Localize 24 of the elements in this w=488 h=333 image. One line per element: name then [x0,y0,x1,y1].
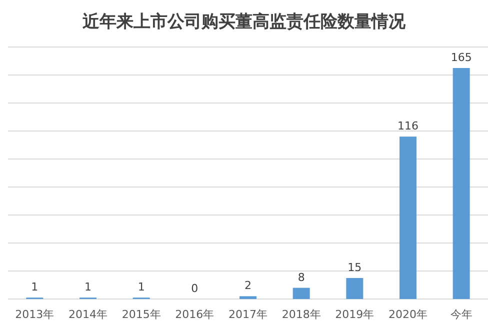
bar [240,296,256,299]
x-tick-label: 2018年 [282,308,321,321]
x-tick-label: 2015年 [122,308,161,321]
data-label: 2 [244,279,252,292]
x-tick-label: 2013年 [15,308,54,321]
x-tick-label: 2019年 [335,308,374,321]
bar [452,68,470,299]
bar [400,136,416,299]
bar [292,288,310,299]
data-label: 116 [398,120,418,133]
data-label: 1 [31,280,38,294]
x-tick-label: 2014年 [68,308,108,321]
x-tick-label: 今年 [450,308,472,321]
x-tick-label: 2020年 [388,308,428,321]
data-label: 165 [450,51,472,64]
bar [346,278,364,299]
data-label: 8 [298,270,305,284]
chart-title: 近年来上市公司购买董高监责任险数量情况 [82,12,406,32]
x-tick-label: 2016年 [175,308,214,321]
data-label: 15 [348,261,362,274]
data-label: 1 [138,280,145,294]
data-label: 0 [191,282,198,295]
x-tick-label: 2017年 [228,308,268,321]
data-label: 1 [84,280,92,294]
